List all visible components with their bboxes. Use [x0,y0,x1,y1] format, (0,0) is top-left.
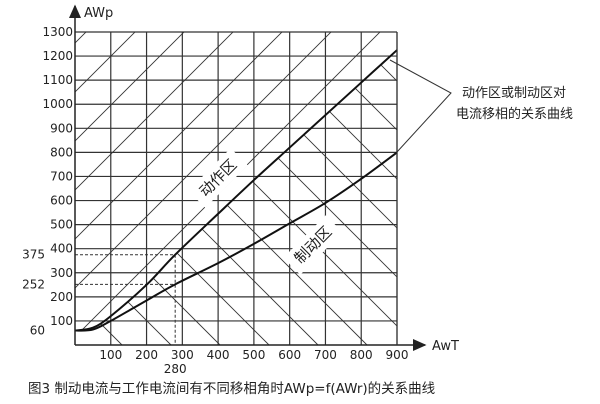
hatch-line [75,50,270,346]
x-tick-label: 300 [171,348,194,362]
annotation-line-2: 电流移相的关系曲线 [456,106,573,122]
hatch-line [211,50,397,346]
annotation-leader [389,59,452,153]
y-tick-label: 500 [50,218,73,232]
hatch-line [75,32,370,331]
x-tick-label: 700 [314,348,337,362]
hatch-line [75,32,397,331]
y-tick-label: 300 [50,266,73,280]
y-tick-label: 700 [50,169,73,183]
hatch-line [162,50,397,346]
hatch-line [75,50,397,346]
hatching [0,0,600,346]
caption: 图3 制动电流与工作电流间有不同移相角时AWp=f(AWr)的关系曲线 [28,381,435,397]
hatch-action [75,0,600,345]
hatch-line [555,0,600,345]
annotation-line-1: 动作区或制动区对 [462,86,566,101]
hatch-line [457,0,600,345]
curves [74,49,398,332]
hatch-line [75,50,221,346]
x-tick-label: 800 [350,348,373,362]
hatch-line [262,32,397,331]
axes [69,4,427,351]
x-axis-label: AwT [432,339,459,354]
hatch-line [557,0,600,345]
hatch-line [410,0,600,345]
y-tick-label: 900 [50,121,73,135]
y-tick-label: 1000 [42,97,73,111]
x-tick-label: 280 [164,362,187,376]
y-tick-label: 600 [50,194,73,208]
hatch-line [213,32,397,331]
hatch-line [408,0,600,345]
hatch-line [75,32,397,331]
reference-lines [75,254,176,345]
hatch-line [506,0,600,345]
curve-1 [74,49,398,332]
y-tick-label: 800 [50,145,73,159]
x-tick-label: 400 [207,348,230,362]
y-tick-label: 375 [22,248,45,262]
y-tick-label: 1100 [42,73,73,87]
hatch-line [508,0,600,345]
y-tick-label: 252 [22,277,45,291]
y-tick-label: 1300 [42,25,73,39]
x-tick-label: 100 [99,348,122,362]
hatch-brake [0,0,600,346]
y-tick-label: 200 [50,290,73,304]
hatch-line [309,50,397,346]
hatch-line [75,50,172,346]
y-tick-label: 1200 [42,49,73,63]
y-tick-label: 100 [50,314,73,328]
y-tick-label: 60 [30,324,45,338]
hatch-line [0,0,24,345]
hatch-line [459,0,600,345]
x-tick-label: 600 [278,348,301,362]
y-tick-label: 400 [50,242,73,256]
hatch-line [311,32,397,331]
hatch-line [75,32,321,331]
x-tick-label: 200 [135,348,158,362]
hatch-line [115,32,397,331]
y-axis-label: AWp [84,6,113,21]
grid [75,31,398,345]
x-tick-label: 900 [386,348,409,362]
x-tick-label: 500 [242,348,265,362]
hatch-line [113,50,397,346]
curve-2 [74,151,398,332]
